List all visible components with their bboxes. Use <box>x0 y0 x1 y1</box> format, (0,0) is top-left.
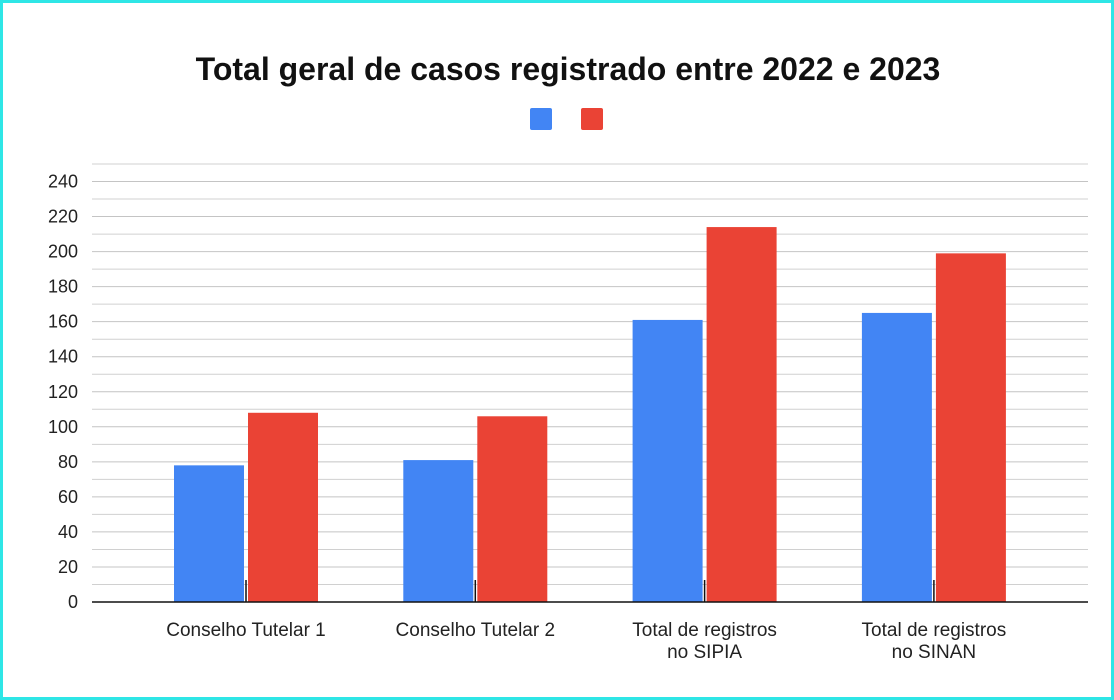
y-tick-label: 40 <box>58 522 78 542</box>
bar <box>403 460 474 602</box>
y-tick-label: 160 <box>48 312 78 332</box>
bar <box>632 319 703 602</box>
y-tick-label: 120 <box>48 382 78 402</box>
chart-title: Total geral de casos registrado entre 20… <box>196 51 941 87</box>
y-tick-label: 80 <box>58 452 78 472</box>
bar <box>174 465 244 602</box>
x-tick-label: Conselho Tutelar 2 <box>395 620 556 641</box>
y-tick-label: 220 <box>48 207 78 227</box>
x-tick-label: Total de registros no SIPIA <box>632 620 777 663</box>
bar <box>935 253 1006 603</box>
bar <box>861 312 932 602</box>
y-tick-label: 20 <box>58 557 78 577</box>
bar <box>477 416 548 602</box>
y-tick-label: 240 <box>48 172 78 192</box>
y-tick-label: 60 <box>58 487 78 507</box>
y-tick-label: 180 <box>48 277 78 297</box>
legend-swatch <box>530 108 552 130</box>
y-tick-label: 0 <box>68 592 78 612</box>
bar <box>248 412 318 602</box>
x-tick-label: Total de registros no SINAN <box>861 620 1007 663</box>
y-tick-label: 140 <box>48 347 78 367</box>
bar <box>706 227 777 602</box>
x-tick-label: Conselho Tutelar 1 <box>166 620 326 641</box>
y-tick-label: 200 <box>48 242 78 262</box>
y-tick-label: 100 <box>48 417 78 437</box>
legend-swatch <box>581 108 603 130</box>
